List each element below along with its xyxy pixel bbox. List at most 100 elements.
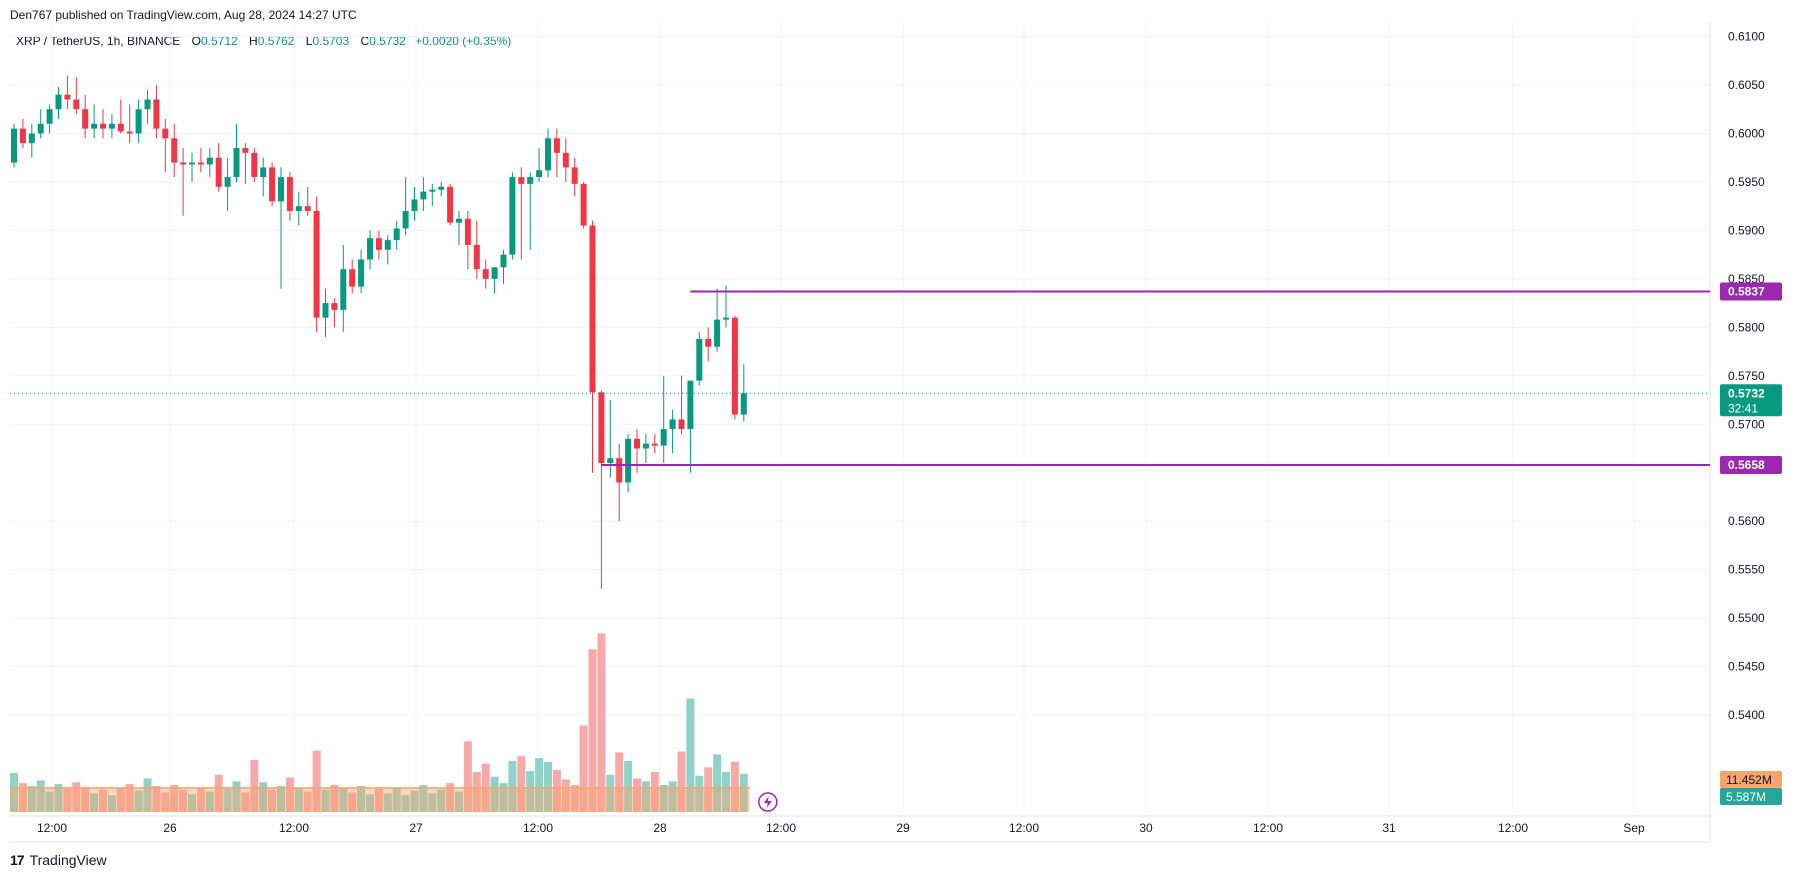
candle-body[interactable] <box>491 267 498 279</box>
candle-body[interactable] <box>260 167 267 178</box>
candle-body[interactable] <box>82 109 89 129</box>
candle-body[interactable] <box>37 123 44 134</box>
candlestick-series[interactable] <box>11 75 747 590</box>
candle-body[interactable] <box>384 240 391 250</box>
time-tick-label: 12:00 <box>1498 821 1528 835</box>
candle-body[interactable] <box>464 218 471 245</box>
candle-body[interactable] <box>144 99 151 110</box>
candle-body[interactable] <box>500 254 507 268</box>
candle-body[interactable] <box>740 393 747 415</box>
candle-body[interactable] <box>278 177 284 202</box>
candle-body[interactable] <box>687 380 694 430</box>
candle-body[interactable] <box>349 269 356 287</box>
candle-body[interactable] <box>189 162 195 165</box>
candle-body[interactable] <box>589 225 596 393</box>
candle-body[interactable] <box>269 167 276 202</box>
candle-body[interactable] <box>126 131 133 134</box>
candle-body[interactable] <box>402 211 409 229</box>
candle-body[interactable] <box>678 419 685 430</box>
volume-bar <box>615 752 624 812</box>
candle-body[interactable] <box>322 303 329 318</box>
candle-body[interactable] <box>340 269 347 310</box>
candle-body[interactable] <box>509 177 516 255</box>
candle-body[interactable] <box>64 94 71 100</box>
candle-body[interactable] <box>224 177 231 187</box>
candle-body[interactable] <box>714 319 721 347</box>
candle-body[interactable] <box>447 186 454 223</box>
time-tick-label: 26 <box>163 821 177 835</box>
candle-body[interactable] <box>527 177 534 184</box>
high-value: 0.5762 <box>257 34 295 48</box>
candle-body[interactable] <box>580 183 587 226</box>
candle-body[interactable] <box>598 392 605 464</box>
candle-body[interactable] <box>607 458 614 464</box>
candle-body[interactable] <box>233 148 240 178</box>
candle-body[interactable] <box>135 109 142 134</box>
candle-body[interactable] <box>206 157 213 165</box>
candle-body[interactable] <box>331 303 338 310</box>
level-price-label: 0.5658 <box>1728 458 1765 472</box>
candle-body[interactable] <box>420 191 427 200</box>
candle-body[interactable] <box>642 443 649 449</box>
candle-body[interactable] <box>180 162 187 165</box>
candle-body[interactable] <box>562 152 569 168</box>
volume-bar <box>704 767 713 812</box>
price-axis[interactable]: 0.61000.60500.60000.59500.59000.58500.58… <box>1720 30 1782 805</box>
candle-body[interactable] <box>456 218 462 223</box>
candle-body[interactable] <box>197 162 204 165</box>
candle-body[interactable] <box>358 259 365 287</box>
candle-body[interactable] <box>705 338 712 347</box>
candle-body[interactable] <box>651 443 658 446</box>
candle-body[interactable] <box>482 269 489 279</box>
volume-bar <box>722 772 730 812</box>
candle-body[interactable] <box>669 419 676 430</box>
candle-body[interactable] <box>19 128 26 144</box>
candle-body[interactable] <box>731 317 738 415</box>
volume-bar <box>45 791 54 812</box>
candle-body[interactable] <box>393 228 400 241</box>
candle-body[interactable] <box>46 109 53 124</box>
candle-body[interactable] <box>696 338 703 381</box>
candle-body[interactable] <box>553 138 560 153</box>
candle-body[interactable] <box>313 211 320 318</box>
candle-body[interactable] <box>117 123 124 132</box>
candle-body[interactable] <box>55 94 62 110</box>
candle-body[interactable] <box>295 206 302 212</box>
candle-body[interactable] <box>108 123 115 129</box>
time-axis[interactable]: 12:00 26 12:00 27 12:00 28 12:00 29 12:00 30 12:00… <box>37 821 1645 835</box>
symbol-name[interactable]: XRP / TetherUS, 1h, BINANCE <box>16 34 181 48</box>
volume-bar <box>650 772 659 812</box>
candle-body[interactable] <box>162 128 169 139</box>
candle-body[interactable] <box>11 128 17 163</box>
candle-body[interactable] <box>367 238 373 260</box>
candle-body[interactable] <box>171 138 178 163</box>
candle-body[interactable] <box>723 317 729 320</box>
volume-bar <box>99 789 107 812</box>
candle-body[interactable] <box>429 189 436 192</box>
candle-body[interactable] <box>473 244 480 270</box>
candle-body[interactable] <box>536 170 543 178</box>
candle-body[interactable] <box>153 99 160 129</box>
candle-body[interactable] <box>215 157 222 187</box>
candle-body[interactable] <box>28 133 35 144</box>
candle-body[interactable] <box>518 177 525 184</box>
candle-body[interactable] <box>286 177 293 212</box>
candle-body[interactable] <box>251 152 258 178</box>
candle-body[interactable] <box>304 206 311 212</box>
candle-body[interactable] <box>545 138 551 171</box>
candle-body[interactable] <box>616 458 623 483</box>
candle-body[interactable] <box>625 438 632 483</box>
candle-body[interactable] <box>91 123 98 129</box>
tradingview-brand[interactable]: 17 TradingView <box>10 852 107 868</box>
candle-body[interactable] <box>375 238 382 250</box>
candle-body[interactable] <box>242 148 249 153</box>
candle-body[interactable] <box>73 99 80 110</box>
candle-body[interactable] <box>411 199 418 212</box>
candle-body[interactable] <box>571 167 578 184</box>
candle-body[interactable] <box>634 438 640 449</box>
candle-body[interactable] <box>438 186 445 190</box>
candle-body[interactable] <box>660 429 667 446</box>
candle-body[interactable] <box>100 123 106 129</box>
level-price-label: 0.5837 <box>1728 284 1765 298</box>
